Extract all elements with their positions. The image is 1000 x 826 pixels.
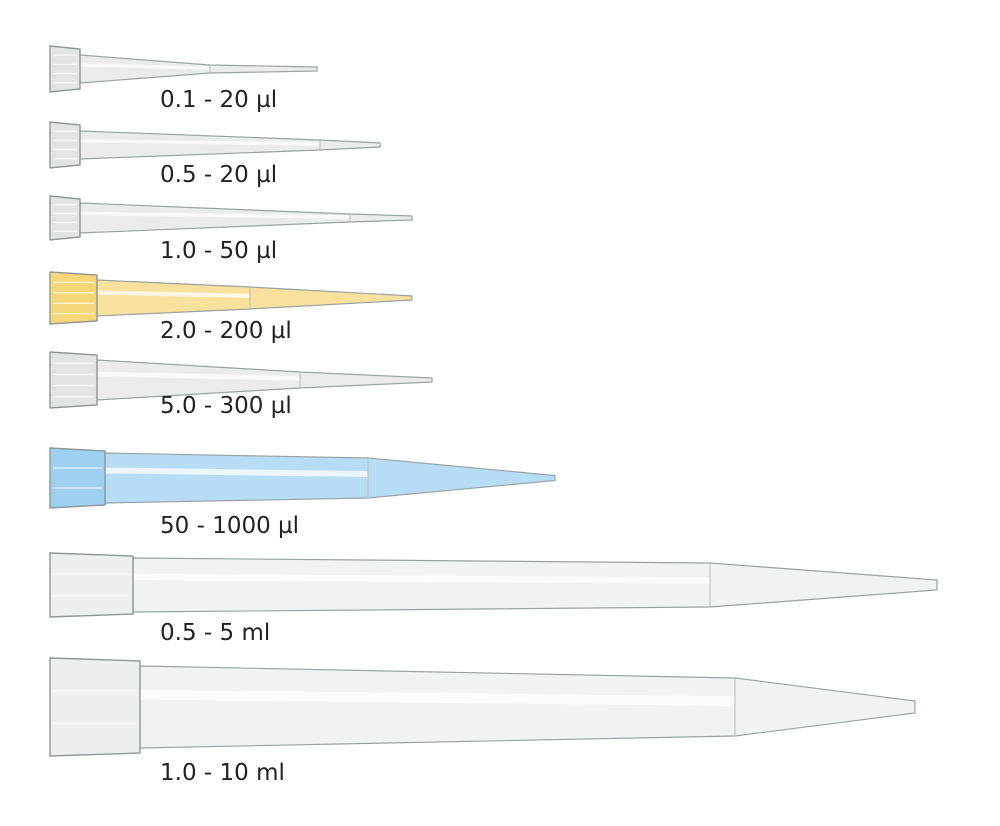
pipette-tip bbox=[49, 552, 938, 618]
tip-label-50-1000ul: 50 - 1000 µl bbox=[160, 513, 300, 539]
tip-label-0.5-20ul: 0.5 - 20 µl bbox=[160, 162, 278, 188]
tip-highlight bbox=[79, 63, 211, 70]
tip-collar bbox=[49, 657, 141, 757]
pipette-tip bbox=[49, 121, 381, 169]
pipette-tip bbox=[49, 657, 916, 757]
tip-body bbox=[132, 557, 938, 613]
tip-body bbox=[79, 202, 413, 234]
tip-highlight bbox=[96, 290, 251, 298]
tip-label-0.5-5ml: 0.5 - 5 ml bbox=[160, 620, 271, 646]
tip-collar bbox=[49, 552, 134, 618]
pipette-tip bbox=[49, 447, 556, 509]
tip-highlight bbox=[79, 139, 321, 146]
pipette-tip bbox=[49, 351, 433, 409]
tip-label-1.0-50ul: 1.0 - 50 µl bbox=[160, 238, 278, 264]
tip-collar bbox=[49, 121, 81, 169]
tip-body bbox=[96, 279, 413, 317]
pipette-tip bbox=[49, 195, 413, 241]
tip-collar bbox=[49, 45, 81, 93]
tip-label-5.0-300ul: 5.0 - 300 µl bbox=[160, 393, 292, 419]
tip-label-1.0-10ml: 1.0 - 10 ml bbox=[160, 760, 285, 786]
tip-highlight bbox=[132, 573, 711, 584]
tip-label-2.0-200ul: 2.0 - 200 µl bbox=[160, 318, 292, 344]
tip-highlight bbox=[104, 467, 369, 477]
tip-body bbox=[139, 665, 916, 749]
tip-collar bbox=[49, 195, 81, 241]
tip-collar bbox=[49, 271, 98, 325]
tip-body bbox=[104, 452, 556, 504]
tip-highlight bbox=[139, 689, 736, 707]
pipette-tip bbox=[49, 271, 413, 325]
tip-body bbox=[79, 130, 381, 160]
tip-collar bbox=[49, 351, 98, 409]
pipette-tip bbox=[49, 45, 318, 93]
tip-collar bbox=[49, 447, 106, 509]
tip-highlight bbox=[79, 211, 351, 219]
tip-label-0.1-20ul: 0.1 - 20 µl bbox=[160, 87, 278, 113]
tip-highlight bbox=[96, 371, 301, 381]
